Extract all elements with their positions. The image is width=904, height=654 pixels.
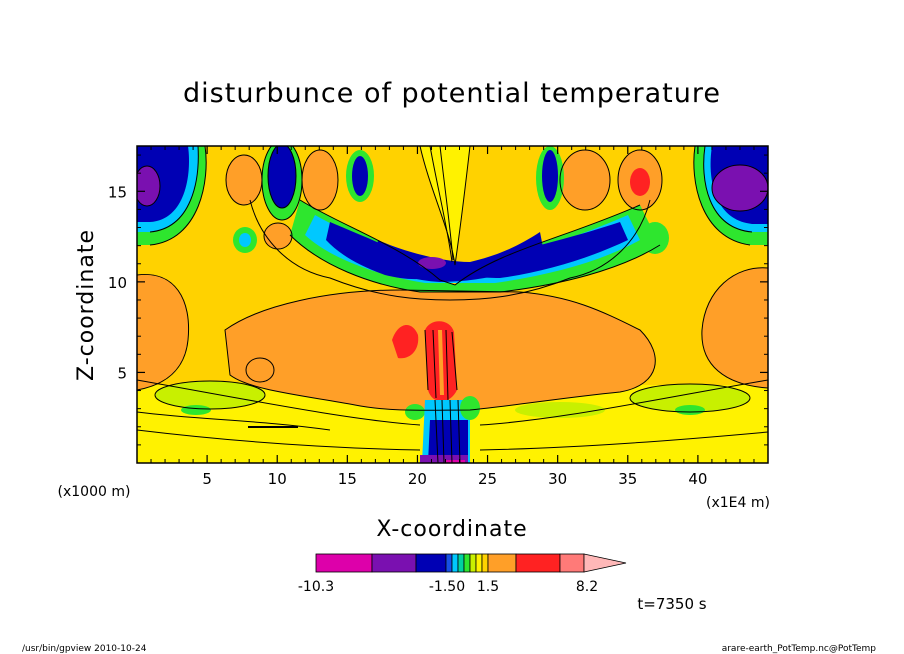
x-tick-label: 20 [408,470,427,488]
field-warm-red-cell [630,168,650,196]
colorbar-label-max: 8.2 [576,579,598,595]
colorbar-label-neg: -1.50 [429,579,465,595]
colorbar-swatch [371,553,417,573]
field-red-core [392,324,419,359]
x-axis-label: X-coordinate [376,517,527,542]
colorbar-labels: -10.3 -1.50 1.5 8.2 [298,579,598,595]
field-blue-col-mid [352,156,368,196]
y-axis-unit: (x1000 m) [58,484,131,500]
colorbar [315,553,627,573]
colorbar-swatch [515,553,561,573]
field-orange-stripe [438,330,444,395]
x-tick-label: 35 [618,470,637,488]
colorbar-label-pos: 1.5 [477,579,499,595]
colorbar-swatch [475,553,483,573]
field-blue-col-right [542,150,558,202]
x-tick-label: 40 [688,470,707,488]
field-yellow-low-right [630,384,750,412]
colorbar-swatch [445,553,453,573]
colorbar-label-min: -10.3 [298,579,334,595]
plot-area [137,146,768,463]
colorbar-arrow [583,553,627,573]
field-column-green-right [460,396,480,420]
field-column-lower-blue [428,420,468,463]
colorbar-swatch [463,553,471,573]
time-annotation: t=7350 s [637,595,706,613]
field-warm-cell-4 [560,150,610,210]
field-cold-right-purple [712,165,768,211]
field-column-green [405,404,425,420]
field-orange-right [701,267,768,388]
field-blue-col-1 [268,146,296,208]
field-warm-cell-3 [302,150,338,210]
colorbar-swatch [559,553,585,573]
y-tick-label: 15 [108,183,127,201]
field-yellow-low-mid [515,402,605,418]
footer-left: /usr/bin/gpview 2010-10-24 [22,644,147,654]
footer-right: arare-earth_PotTemp.nc@PotTemp [722,644,877,654]
field-green-low-left [181,405,211,415]
colorbar-swatch [415,553,447,573]
colorbar-swatch [451,553,459,573]
x-tick-label: 25 [478,470,497,488]
y-tick-label: 10 [108,274,127,292]
field-v-band-purple [418,257,446,269]
field-orange-left [137,274,189,390]
x-axis-unit: (x1E4 m) [706,495,770,511]
colorbar-swatch [469,553,477,573]
field-column-upper [420,146,470,265]
contour-lines [137,146,768,463]
colorbar-swatch [481,553,489,573]
chart-title: disturbunce of potential temperature [183,78,721,109]
y-axis-label: Z-coordinate [74,229,99,381]
field-orange-mid-left [246,358,274,382]
x-axis-ticks: 5 10 15 20 25 30 35 40 [150,146,755,488]
colorbar-swatch [457,553,465,573]
field-v-band-blue-center [375,232,545,282]
colorbar-swatch [487,553,517,573]
y-tick-label: 5 [117,364,127,382]
x-tick-label: 10 [268,470,287,488]
x-tick-label: 5 [202,470,212,488]
colorbar-swatch [315,553,373,573]
field-green-low-right [675,405,705,415]
x-tick-label: 15 [338,470,357,488]
field-warm-cell-1 [226,155,262,205]
field-column-bottom-magenta [445,460,465,463]
field-cyan-small-left [239,233,251,247]
x-tick-label: 30 [548,470,567,488]
y-axis-ticks: 5 10 15 [108,154,768,446]
plot-frame [136,145,769,464]
field-cold-left-purple [137,166,160,206]
